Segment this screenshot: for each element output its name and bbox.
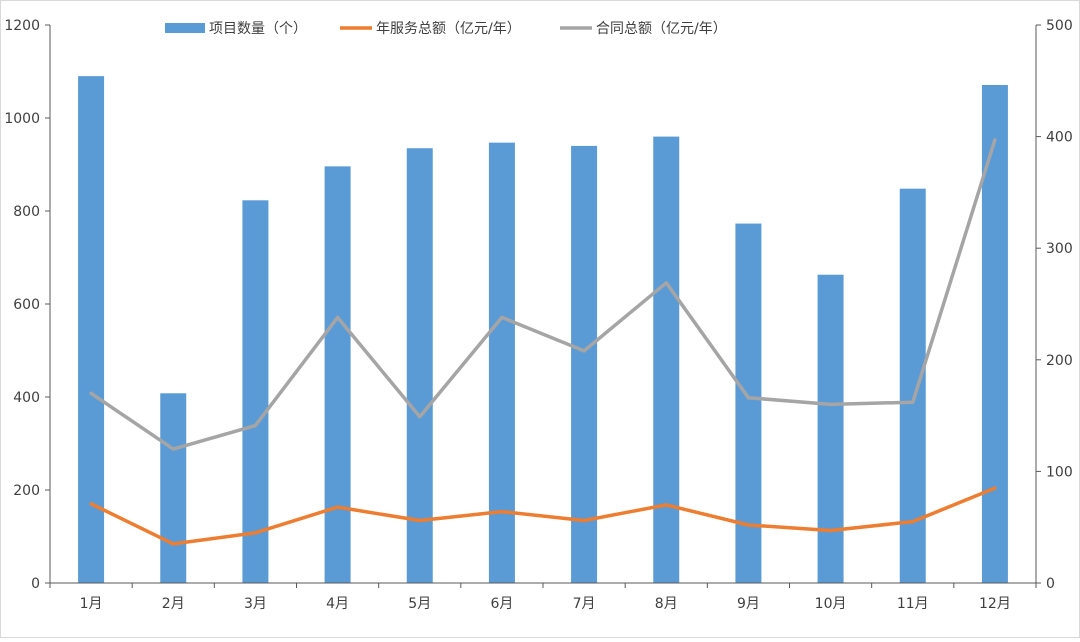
x-axis-tick-label: 11月: [897, 596, 929, 612]
x-axis-tick-label: 10月: [815, 596, 847, 612]
bar-series: [78, 76, 1008, 584]
x-axis-tick-label: 6月: [490, 596, 513, 612]
x-axis-tick-label: 4月: [326, 596, 349, 612]
right-axis-tick-label: 0: [1046, 576, 1055, 592]
left-axis-tick-label: 800: [13, 204, 40, 220]
bar: [488, 142, 515, 583]
x-axis-tick-label: 7月: [573, 596, 596, 612]
left-axis-tick-label: 400: [13, 390, 40, 406]
bar: [324, 166, 351, 584]
bar: [160, 393, 187, 583]
left-axis: 0 200 400 600 800 1000 1200: [4, 18, 50, 592]
bar: [78, 76, 105, 584]
x-axis-tick-label: 9月: [737, 596, 760, 612]
bar: [735, 223, 762, 583]
right-axis-tick-label: 100: [1046, 464, 1073, 480]
right-axis-tick-label: 200: [1046, 353, 1073, 369]
right-axis-tick-label: 400: [1046, 130, 1073, 146]
left-axis-tick-label: 1000: [4, 111, 40, 127]
line-series: [89, 138, 997, 546]
bar: [653, 136, 680, 583]
x-axis-tick-label: 12月: [979, 596, 1011, 612]
left-axis-tick-label: 0: [31, 576, 40, 592]
line-series-path: [89, 486, 997, 546]
left-axis-tick-label: 200: [13, 483, 40, 499]
x-axis-tick-label: 3月: [244, 596, 267, 612]
x-axis-tick-label: 5月: [408, 596, 431, 612]
right-axis: 0 100 200 300 400 500: [1036, 18, 1073, 592]
line-series-path: [89, 138, 997, 451]
right-axis-tick-label: 300: [1046, 241, 1073, 257]
right-axis-tick-label: 500: [1046, 18, 1073, 34]
x-axis-labels: 1月 2月 3月 4月 5月 6月 7月 8月 9月 10月 11月 12月: [49, 583, 1037, 612]
left-axis-tick-label: 1200: [4, 18, 40, 34]
x-axis-tick-label: 2月: [162, 596, 185, 612]
bar: [817, 274, 844, 583]
legend-swatch: [165, 23, 205, 33]
legend-label: 合同总额（亿元/年）: [596, 21, 727, 37]
left-axis-tick-label: 600: [13, 297, 40, 313]
x-axis-tick-label: 8月: [655, 596, 678, 612]
legend-label: 年服务总额（亿元/年）: [376, 21, 521, 37]
bar: [242, 200, 269, 583]
bar: [571, 145, 598, 583]
legend: 项目数量（个） 年服务总额（亿元/年） 合同总额（亿元/年）: [165, 21, 727, 37]
bar: [981, 84, 1008, 584]
legend-label: 项目数量（个）: [209, 21, 307, 37]
x-axis-tick-label: 1月: [80, 596, 103, 612]
bar: [406, 148, 433, 583]
